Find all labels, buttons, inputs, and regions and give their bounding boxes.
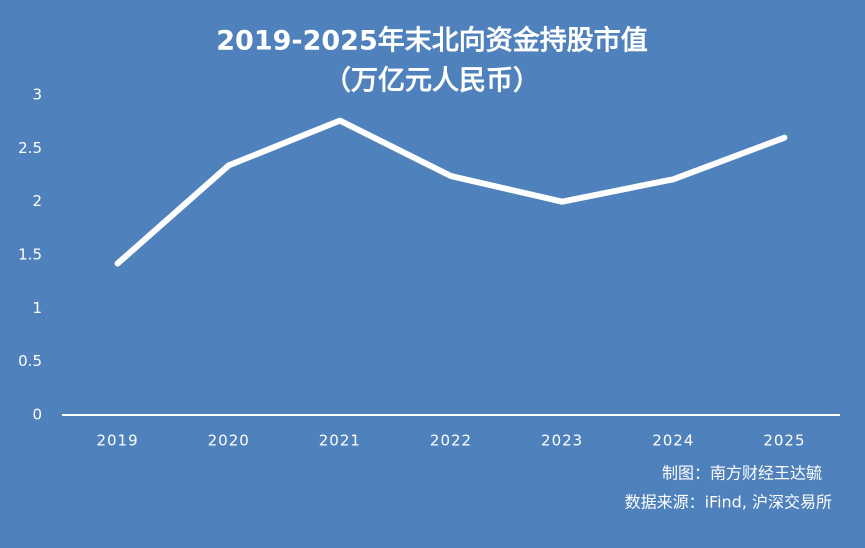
y-tick-label: 0.5 <box>18 352 42 370</box>
x-tick-label: 2021 <box>319 432 361 450</box>
y-tick-label: 0 <box>32 406 42 424</box>
line <box>114 117 788 267</box>
y-tick-label: 2 <box>32 192 42 210</box>
credit: 制图：南方财经王达毓 <box>662 464 822 483</box>
x-tick-label: 2023 <box>541 432 583 450</box>
y-tick-label: 2.5 <box>18 139 42 157</box>
x-tick-label: 2024 <box>652 432 694 450</box>
x-tick-label: 2020 <box>208 432 250 450</box>
x-tick-label: 2019 <box>96 432 138 450</box>
source: 数据来源：iFind, 沪深交易所 <box>625 493 832 512</box>
chart-subtitle: （万亿元人民币） <box>324 66 540 97</box>
y-tick-label: 1.5 <box>18 246 42 264</box>
y-tick-label: 1 <box>32 299 42 317</box>
x-tick-label: 2022 <box>430 432 472 450</box>
y-tick-label: 3 <box>32 86 42 104</box>
x-tick-label: 2025 <box>763 432 805 450</box>
chart-title: 2019-2025年末北向资金持股市值 <box>216 25 648 57</box>
